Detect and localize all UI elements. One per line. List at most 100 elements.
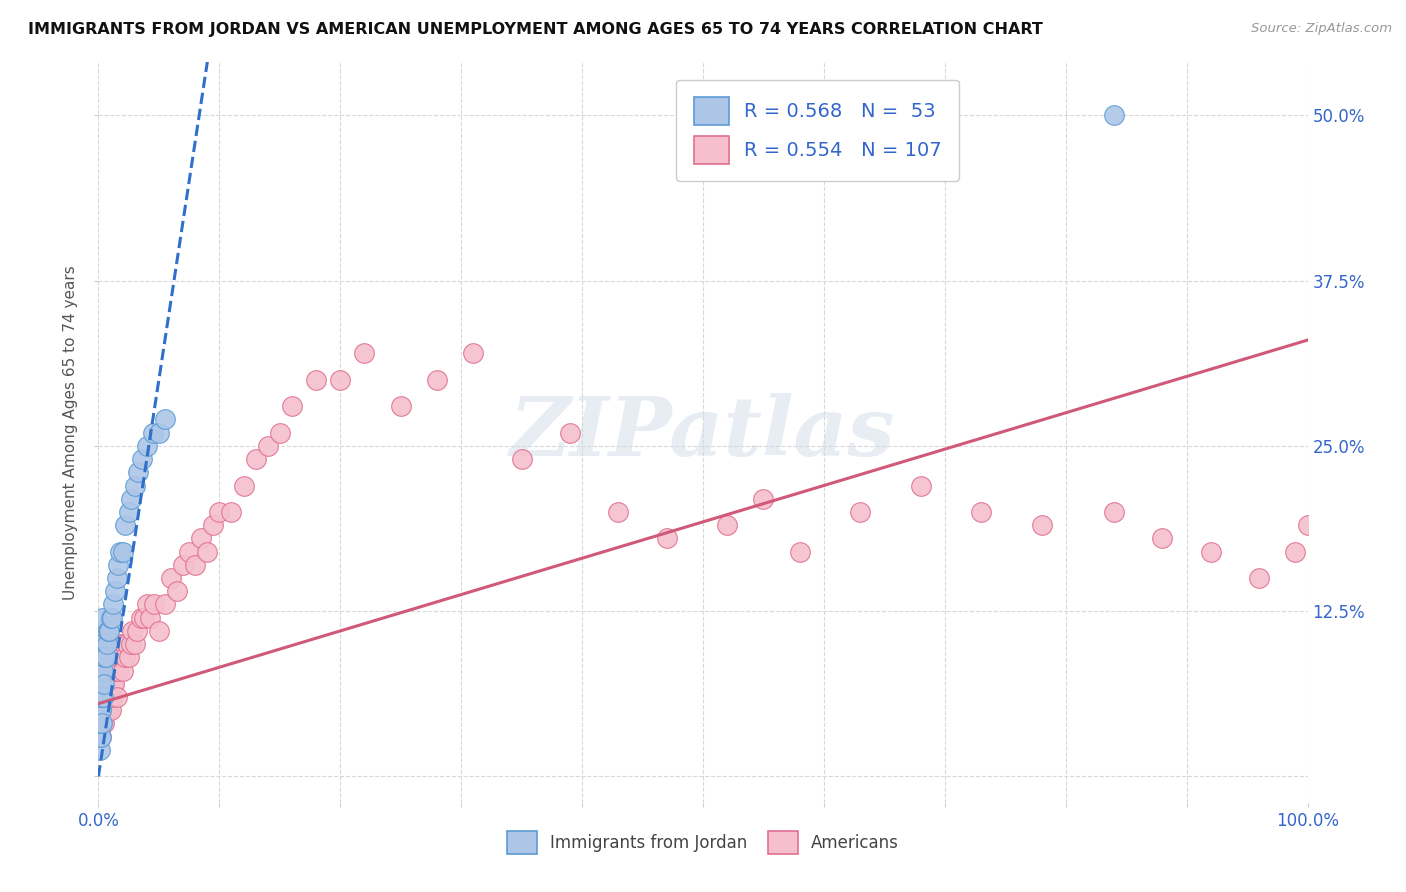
Point: [91, 690, 114, 704]
Point: [90, 664, 112, 678]
Point: [195, 544, 218, 558]
Point: [97, 624, 120, 638]
Point: [100, 611, 122, 625]
Point: [1152, 532, 1174, 546]
Point: [89, 690, 111, 704]
Point: [91, 677, 114, 691]
Point: [135, 439, 157, 453]
Point: [91, 690, 114, 704]
Point: [118, 505, 141, 519]
Point: [849, 505, 872, 519]
Point: [111, 664, 134, 678]
Point: [96, 664, 118, 678]
Point: [752, 491, 775, 506]
Text: IMMIGRANTS FROM JORDAN VS AMERICAN UNEMPLOYMENT AMONG AGES 65 TO 74 YEARS CORREL: IMMIGRANTS FROM JORDAN VS AMERICAN UNEMP…: [28, 22, 1043, 37]
Point: [91, 664, 114, 678]
Point: [124, 478, 146, 492]
Point: [329, 373, 352, 387]
Point: [89, 716, 111, 731]
Point: [93, 716, 115, 731]
Point: [93, 690, 115, 704]
Point: [184, 558, 207, 572]
Point: [208, 505, 231, 519]
Point: [716, 518, 738, 533]
Point: [160, 571, 183, 585]
Y-axis label: Unemployment Among Ages 65 to 74 years: Unemployment Among Ages 65 to 74 years: [63, 265, 79, 600]
Point: [89, 716, 111, 731]
Point: [91, 690, 114, 704]
Legend: Immigrants from Jordan, Americans: Immigrants from Jordan, Americans: [501, 824, 905, 861]
Point: [98, 690, 121, 704]
Point: [127, 624, 149, 638]
Point: [120, 637, 142, 651]
Point: [105, 650, 128, 665]
Point: [153, 598, 176, 612]
Point: [127, 465, 149, 479]
Point: [90, 677, 112, 691]
Point: [111, 544, 134, 558]
Point: [558, 425, 581, 440]
Point: [96, 703, 118, 717]
Point: [90, 650, 112, 665]
Point: [89, 677, 111, 691]
Point: [112, 637, 135, 651]
Point: [1199, 544, 1222, 558]
Point: [305, 373, 328, 387]
Point: [97, 690, 120, 704]
Point: [129, 611, 152, 625]
Point: [970, 505, 993, 519]
Point: [1284, 544, 1306, 558]
Point: [1031, 518, 1053, 533]
Point: [463, 346, 485, 360]
Point: [135, 598, 157, 612]
Point: [110, 650, 132, 665]
Point: [100, 703, 122, 717]
Point: [90, 664, 112, 678]
Point: [221, 505, 243, 519]
Point: [90, 716, 112, 731]
Point: [153, 412, 176, 426]
Point: [89, 703, 111, 717]
Point: [108, 544, 131, 558]
Point: [90, 703, 112, 717]
Point: [107, 558, 129, 572]
Point: [90, 690, 112, 704]
Point: [91, 690, 114, 704]
Point: [89, 730, 111, 744]
Point: [96, 690, 118, 704]
Point: [101, 650, 124, 665]
Point: [90, 730, 112, 744]
Point: [100, 611, 122, 625]
Point: [93, 677, 115, 691]
Point: [1249, 571, 1271, 585]
Point: [90, 703, 112, 717]
Point: [114, 650, 136, 665]
Point: [166, 584, 188, 599]
Point: [89, 703, 111, 717]
Point: [94, 690, 117, 704]
Point: [256, 439, 278, 453]
Point: [1102, 505, 1125, 519]
Point: [91, 716, 114, 731]
Point: [98, 677, 121, 691]
Point: [1296, 518, 1319, 533]
Point: [118, 650, 141, 665]
Point: [281, 399, 304, 413]
Point: [91, 664, 114, 678]
Point: [389, 399, 412, 413]
Point: [91, 703, 114, 717]
Point: [131, 452, 153, 467]
Point: [91, 637, 114, 651]
Point: [148, 624, 170, 638]
Point: [90, 730, 112, 744]
Point: [90, 677, 112, 691]
Point: [607, 505, 630, 519]
Point: [89, 703, 111, 717]
Point: [789, 544, 811, 558]
Point: [91, 677, 114, 691]
Point: [100, 664, 122, 678]
Point: [655, 532, 678, 546]
Point: [89, 690, 111, 704]
Point: [426, 373, 449, 387]
Point: [103, 677, 125, 691]
